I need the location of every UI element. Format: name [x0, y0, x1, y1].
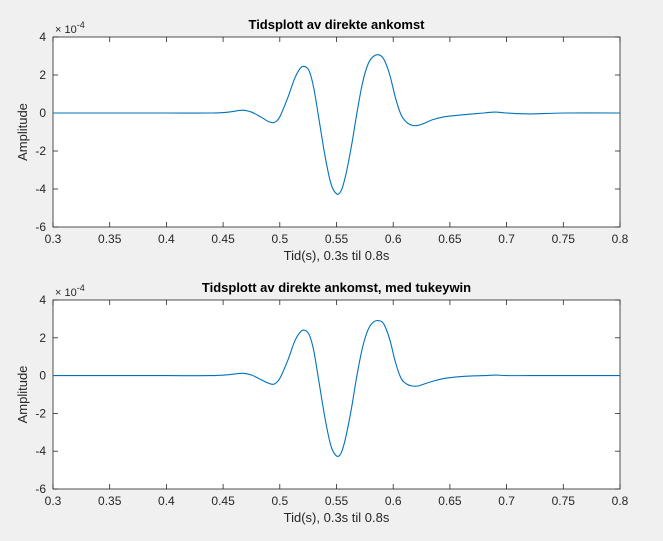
- x-tick-label: 0.6: [385, 494, 402, 508]
- chart-title: Tidsplott av direkte ankomst: [248, 17, 425, 32]
- exponent-base: × 10: [55, 287, 77, 299]
- x-tick-label: 0.35: [98, 494, 122, 508]
- exponent-power: -4: [77, 20, 85, 30]
- exponent-label: × 10-4: [55, 283, 85, 299]
- x-tick-label: 0.55: [325, 232, 349, 246]
- x-tick-label: 0.8: [612, 494, 629, 508]
- plot-area: [52, 299, 621, 490]
- y-tick-label: -2: [35, 406, 46, 420]
- y-tick-label: -4: [35, 444, 46, 458]
- x-tick-label: 0.55: [325, 494, 349, 508]
- y-tick-label: -4: [35, 182, 46, 196]
- y-axis-label: Amplitude: [15, 366, 30, 424]
- x-tick-label: 0.75: [552, 494, 576, 508]
- y-tick-label: 0: [39, 106, 46, 120]
- series-line: [53, 319, 620, 457]
- x-axis-label: Tid(s), 0.3s til 0.8s: [284, 248, 390, 263]
- x-tick-label: 0.35: [98, 232, 122, 246]
- x-tick-label: 0.3: [45, 232, 62, 246]
- x-tick-label: 0.3: [45, 494, 62, 508]
- x-tick-label: 0.65: [438, 232, 462, 246]
- x-axis-label: Tid(s), 0.3s til 0.8s: [284, 510, 390, 525]
- y-tick-label: -6: [35, 220, 46, 234]
- exponent-power: -4: [77, 283, 85, 293]
- y-tick-label: 4: [39, 30, 46, 44]
- x-tick-label: 0.4: [158, 494, 175, 508]
- x-tick-label: 0.7: [498, 232, 515, 246]
- subplot-2: 0.3 0.35 0.4 0.45 0.5 0.55 0.6 0.65 0.7 0.75 0.8 -6…: [15, 280, 629, 525]
- chart-title: Tidsplott av direkte ankomst, med tukeyw…: [202, 280, 471, 295]
- y-tick-label: 0: [39, 369, 46, 383]
- x-tick-label: 0.8: [612, 232, 629, 246]
- x-tick-label: 0.65: [438, 494, 462, 508]
- y-tick-label: -6: [35, 482, 46, 496]
- y-tick-label: 2: [39, 331, 46, 345]
- x-tick-label: 0.45: [211, 232, 235, 246]
- y-tick-label: -2: [35, 144, 46, 158]
- x-tick-label: 0.6: [385, 232, 402, 246]
- exponent-label: × 10-4: [55, 20, 85, 36]
- x-tick-label: 0.7: [498, 494, 515, 508]
- plot-area: [52, 36, 621, 228]
- x-tick-label: 0.75: [552, 232, 576, 246]
- x-tick-label: 0.4: [158, 232, 175, 246]
- x-tick-label: 0.45: [211, 494, 235, 508]
- series-line: [53, 54, 621, 195]
- subplot-1: 0.3 0.35 0.4 0.45 0.5 0.55 0.6 0.65 0.7 0.75 0.8 -6…: [15, 17, 629, 263]
- y-tick-label: 4: [39, 293, 46, 307]
- y-tick-label: 2: [39, 68, 46, 82]
- exponent-base: × 10: [55, 24, 77, 36]
- x-tick-label: 0.5: [271, 232, 288, 246]
- y-axis-label: Amplitude: [15, 103, 30, 161]
- x-tick-label: 0.5: [271, 494, 288, 508]
